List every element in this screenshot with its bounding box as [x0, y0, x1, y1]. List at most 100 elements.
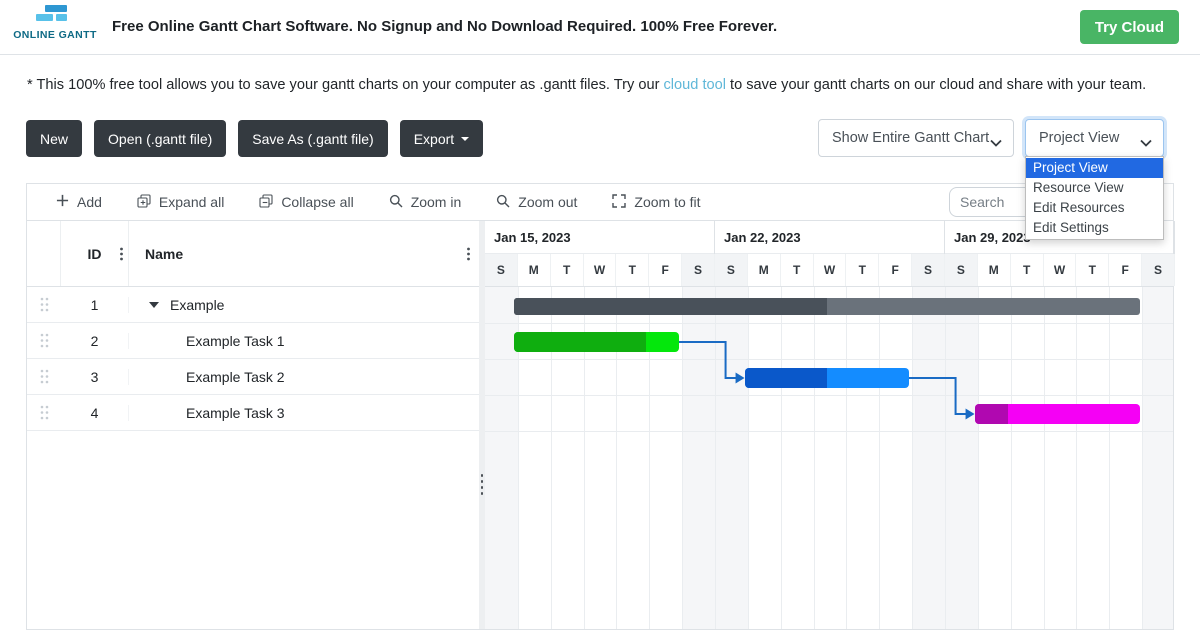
day-gridline [879, 287, 881, 629]
column-menu-icon[interactable] [120, 247, 123, 264]
dropdown-option-project-view[interactable]: Project View [1026, 158, 1163, 178]
dropdown-option-edit-settings[interactable]: Edit Settings [1033, 220, 1109, 235]
task-name-cell: Example [129, 297, 479, 313]
day-letter: S [912, 254, 945, 286]
collapse-caret-icon[interactable] [149, 301, 159, 308]
pane-splitter[interactable] [479, 221, 485, 629]
drag-handle-icon[interactable] [27, 297, 61, 312]
task-name-cell: Example Task 3 [129, 405, 479, 421]
task-table: ID Name 1 Example 2 Example Task 1 3 Example … [27, 221, 479, 629]
row-gridline [485, 323, 1173, 324]
weekend-stripe [485, 287, 518, 629]
zoom-to-fit-label: Zoom to fit [634, 194, 701, 210]
day-letter: T [1076, 254, 1110, 286]
day-letter: S [1142, 254, 1175, 286]
task-id-cell: 3 [61, 368, 129, 385]
progress-fill [513, 297, 828, 315]
logo-text: ONLINE GANTT [13, 29, 97, 41]
day-gridline [1109, 287, 1111, 629]
export-label: Export [413, 130, 455, 147]
day-letter: F [879, 254, 913, 286]
cloud-tool-link[interactable]: cloud tool [663, 77, 726, 93]
zoom-to-fit-button[interactable]: Zoom to fit [612, 193, 701, 211]
task-name-label: Example Task 3 [186, 404, 285, 421]
task-bar[interactable] [974, 404, 1141, 424]
week-row: Jan 15, 2023 Jan 22, 2023 Jan 29, 2023 [485, 221, 1175, 254]
day-gridline [813, 287, 815, 629]
task-name-label: Example Task 2 [186, 368, 285, 385]
id-column-header[interactable]: ID [61, 221, 129, 286]
collapse-all-icon [259, 193, 273, 211]
drag-handle-icon[interactable] [27, 369, 61, 384]
day-gridline [1076, 287, 1078, 629]
drag-handle-icon[interactable] [27, 405, 61, 420]
drag-handle-icon[interactable] [27, 333, 61, 348]
export-button[interactable]: Export [399, 120, 484, 157]
weekend-stripe [715, 287, 748, 629]
task-row[interactable]: 1 Example [27, 287, 479, 323]
day-gridline [747, 287, 749, 629]
day-gridline [583, 287, 585, 629]
day-letter: S [715, 254, 748, 286]
add-task-button[interactable]: Add [56, 194, 102, 210]
gantt-logo-icon [32, 5, 78, 27]
gantt-widget: Add Expand all Collapse all Zoom in Zoom… [26, 183, 1175, 630]
day-gridline [1142, 287, 1144, 629]
dropdown-option-edit-resources[interactable]: Edit Resources [1033, 200, 1125, 215]
zoom-out-icon [496, 194, 510, 211]
day-gridline [550, 287, 552, 629]
try-cloud-button[interactable]: Try Cloud [1079, 10, 1179, 44]
zoom-out-button[interactable]: Zoom out [496, 194, 577, 211]
file-actions: New Open (.gantt file) Save As (.gantt f… [26, 120, 484, 157]
day-gridline [945, 287, 946, 629]
progress-fill [513, 332, 646, 352]
dropdown-option-resource-view[interactable]: Resource View [1033, 180, 1124, 195]
expand-all-button[interactable]: Expand all [137, 193, 225, 211]
name-column-header[interactable]: Name [129, 221, 479, 286]
day-letter: S [485, 254, 518, 286]
chart-body [485, 287, 1173, 629]
day-gridline [912, 287, 914, 629]
day-gridline [1043, 287, 1045, 629]
task-row[interactable]: 4 Example Task 3 [27, 395, 479, 431]
week-label: Jan 29, 2023 [945, 221, 1175, 254]
weekend-stripe [912, 287, 945, 629]
top-bar: ONLINE GANTT Free Online Gantt Chart Sof… [0, 0, 1200, 55]
zoom-to-fit-icon [612, 193, 627, 211]
task-row[interactable]: 2 Example Task 1 [27, 323, 479, 359]
day-gridline [616, 287, 618, 629]
column-menu-icon[interactable] [467, 247, 470, 264]
task-bar[interactable] [513, 332, 679, 352]
splitter-grip-icon [480, 474, 484, 498]
view-mode-dropdown: Project View Resource View Edit Resource… [1025, 156, 1164, 240]
task-row[interactable]: 3 Example Task 2 [27, 359, 479, 395]
summary-bar[interactable] [513, 297, 1141, 315]
caret-down-icon [461, 136, 470, 141]
chevron-down-icon [1140, 135, 1152, 151]
collapse-all-button[interactable]: Collapse all [259, 193, 354, 211]
day-letter: M [748, 254, 781, 286]
open-button[interactable]: Open (.gantt file) [94, 120, 227, 157]
weekend-stripe [682, 287, 715, 629]
logo[interactable]: ONLINE GANTT [12, 5, 98, 41]
new-button[interactable]: New [26, 120, 83, 157]
day-gridline [846, 287, 848, 629]
collapse-all-label: Collapse all [281, 194, 354, 210]
save-as-button[interactable]: Save As (.gantt file) [238, 120, 388, 157]
task-bar[interactable] [744, 368, 909, 388]
day-gridline [780, 287, 782, 629]
note-after: to save your gantt charts on our cloud a… [725, 77, 1147, 93]
day-letter: M [518, 254, 551, 286]
view-mode-select[interactable]: Project View [1025, 119, 1164, 157]
view-range-select[interactable]: Show Entire Gantt Chart [818, 119, 1014, 157]
expand-all-label: Expand all [158, 194, 225, 210]
day-letter: T [616, 254, 650, 286]
progress-fill [744, 368, 827, 388]
expand-all-icon [137, 193, 151, 211]
day-letter: F [1109, 254, 1143, 286]
task-id-cell: 4 [61, 404, 129, 421]
zoom-in-button[interactable]: Zoom in [389, 194, 461, 211]
